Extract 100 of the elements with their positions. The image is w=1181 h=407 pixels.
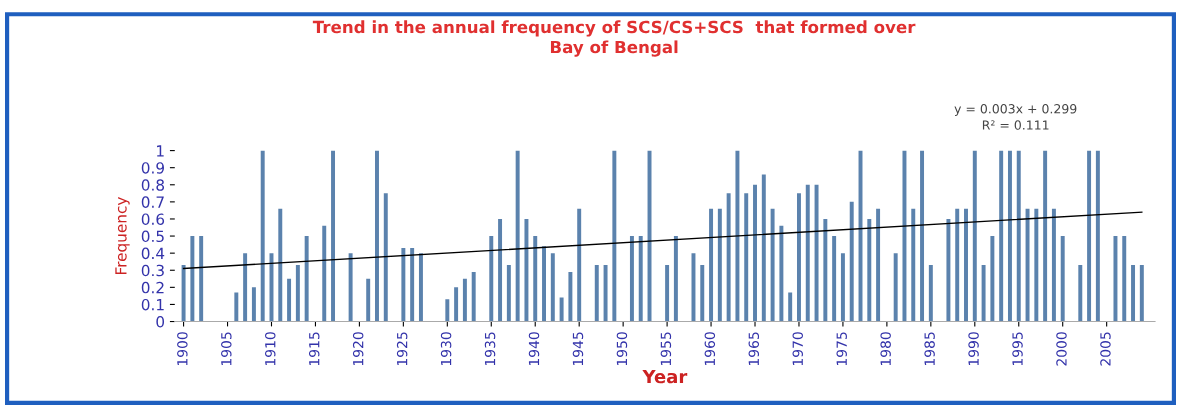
bar: [691, 253, 696, 322]
x-tick-label: 1925: [396, 332, 408, 366]
bar: [928, 265, 933, 322]
bar: [964, 208, 968, 322]
y-tick-label: 0.4: [141, 247, 165, 260]
bar: [331, 150, 336, 322]
y-tick-label: 0.6: [141, 213, 165, 225]
bar: [1122, 236, 1127, 322]
bar: [278, 208, 283, 322]
bar: [348, 253, 353, 322]
x-tick-label: 1980: [880, 332, 891, 366]
x-tick-label: 1945: [572, 332, 584, 366]
bar: [1016, 150, 1021, 322]
bar: [515, 150, 520, 322]
bar: [990, 236, 995, 322]
bar: [744, 193, 749, 322]
bar: [770, 208, 775, 322]
x-tick-label: 1960: [704, 332, 716, 366]
bar: [234, 292, 239, 322]
x-tick-label: 1935: [484, 332, 496, 366]
x-tick-label: 1990: [968, 332, 979, 366]
bar: [181, 265, 186, 322]
bar: [383, 193, 388, 322]
bar: [1139, 265, 1144, 322]
bar: [999, 150, 1004, 322]
bar: [550, 253, 555, 322]
x-tick-label: 1940: [528, 332, 540, 366]
bar: [1087, 150, 1092, 322]
bar: [375, 150, 379, 322]
y-tick-label: 0: [156, 316, 165, 328]
bar: [594, 265, 599, 322]
bar: [823, 218, 828, 322]
bar: [506, 265, 511, 322]
bar: [568, 271, 573, 322]
bar: [1034, 208, 1039, 322]
bar: [445, 299, 450, 322]
bar: [849, 201, 854, 322]
bar: [717, 208, 722, 322]
y-axis-title: Frequency: [115, 197, 130, 275]
x-tick-label: 1950: [616, 332, 628, 366]
bar: [304, 236, 309, 322]
bar: [893, 253, 898, 322]
bar: [1051, 208, 1056, 322]
bar: [1095, 150, 1100, 322]
y-tick-label: 1: [157, 145, 164, 157]
bar: [260, 150, 265, 322]
bar: [612, 150, 617, 322]
bar: [735, 150, 740, 322]
bar: [972, 150, 977, 322]
bar: [401, 248, 406, 322]
x-tick-label: 2005: [1100, 332, 1111, 366]
text: y = 0.003x + 0.299: [954, 104, 1077, 116]
bar: [1060, 236, 1065, 322]
bar: [190, 236, 195, 322]
y-tick-label: 0.9: [141, 162, 164, 174]
x-tick-label: 1985: [924, 332, 935, 366]
y-tick-label: 0.3: [141, 264, 164, 277]
text: R² = 0.111: [982, 120, 1049, 130]
bar: [911, 208, 916, 322]
bar: [796, 193, 801, 322]
y-tick-label: 0.5: [141, 230, 164, 243]
x-tick-label: 1975: [836, 332, 847, 366]
bar: [788, 292, 793, 322]
chart-title: Trend in the annual frequency of SCS/CS+SCS that formed over Bay of Bengal: [312, 20, 916, 57]
bar: [665, 265, 670, 322]
bar: [489, 236, 494, 322]
bar: [287, 278, 292, 322]
bar: [981, 265, 986, 322]
y-tick-label: 0.1: [141, 298, 164, 311]
bar: [542, 246, 546, 322]
x-tick-label: 1995: [1012, 332, 1023, 366]
x-tick-label: 1910: [265, 332, 276, 366]
x-tick-label: 1920: [352, 332, 364, 366]
bar: [753, 184, 757, 322]
x-tick-label: 1970: [792, 332, 803, 366]
bar: [638, 236, 643, 322]
bar: [199, 236, 204, 322]
y-tick-label: 0.8: [141, 179, 165, 191]
bar: [761, 174, 766, 322]
bar: [876, 208, 881, 322]
bar: [559, 297, 564, 322]
bar: [366, 278, 371, 322]
bar: [462, 278, 467, 322]
bar: [533, 236, 538, 322]
bar: [1007, 150, 1012, 322]
y-tick-label: 0.7: [141, 196, 164, 208]
bar: [322, 225, 327, 322]
bar: [603, 265, 608, 322]
bar: [251, 287, 256, 322]
bar: [946, 218, 951, 322]
x-tick-label: 2000: [1056, 332, 1067, 366]
bar: [454, 287, 459, 322]
bar: [805, 184, 810, 322]
x-tick-label: 1965: [748, 332, 760, 366]
bar: [295, 265, 300, 322]
bar: [1025, 208, 1030, 322]
x-tick-label: 1930: [440, 332, 452, 366]
bar: [524, 218, 529, 322]
bar: [867, 218, 872, 322]
bar: [726, 193, 731, 322]
